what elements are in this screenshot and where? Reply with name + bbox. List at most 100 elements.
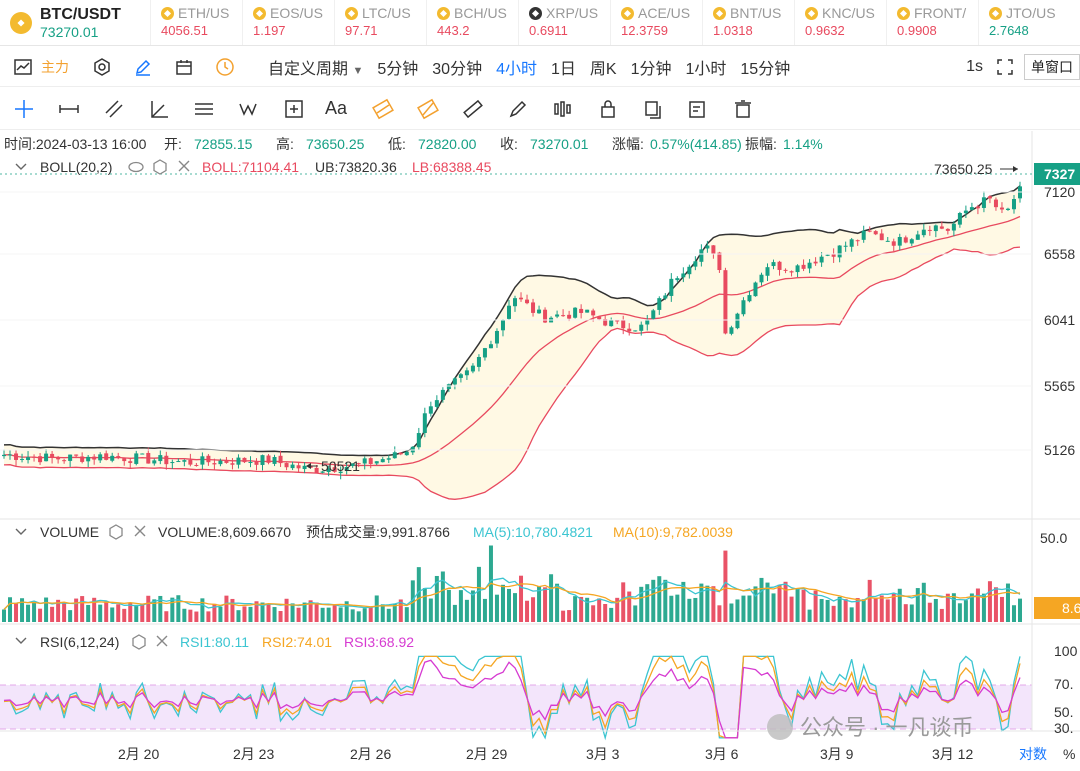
candle-body [615, 320, 620, 322]
volume-bar [675, 594, 680, 622]
candle-body [80, 456, 85, 462]
period-button[interactable]: 30分钟 [432, 60, 483, 78]
volume-bar [308, 600, 313, 622]
period-button[interactable]: 1小时 [685, 60, 727, 78]
candle-body [92, 456, 97, 460]
volume-bar [765, 582, 770, 622]
volume-bar [194, 611, 199, 622]
brush-icon[interactable] [507, 98, 529, 120]
ticker-item[interactable]: KNC/US 0.9632 [794, 0, 886, 45]
custom-period-dropdown[interactable]: 自定义周期 ▼ [268, 60, 364, 78]
candle-body [314, 467, 319, 474]
window-mode-button[interactable]: 单窗口 [1024, 54, 1080, 80]
period-button[interactable]: 1日 [550, 60, 576, 78]
candle-body [146, 452, 151, 464]
period-button[interactable]: 周K [589, 60, 617, 78]
volume-bar [561, 610, 566, 622]
ruler-icon[interactable] [462, 98, 484, 120]
candle-body [705, 245, 710, 249]
fib-icon[interactable] [372, 98, 394, 120]
wave-icon[interactable] [238, 98, 260, 120]
ticker-item[interactable]: LTC/US 97.71 [334, 0, 426, 45]
x-axis-label: 3月 9 [820, 746, 854, 762]
ticker-item[interactable]: JTO/US 2.7648 [978, 0, 1070, 45]
ohlc-low: 72820.00 [418, 136, 477, 152]
edit-icon[interactable] [687, 98, 709, 120]
volume-bar [74, 598, 79, 622]
candle-body [759, 274, 764, 283]
volume-bar [320, 607, 325, 622]
copy-icon[interactable] [642, 98, 664, 120]
interval-button[interactable]: 1s [966, 58, 983, 75]
ticker-item[interactable]: ETH/US 4056.51 [150, 0, 242, 45]
candle-body [699, 249, 704, 262]
pen-icon[interactable] [133, 57, 153, 77]
main-pair[interactable]: BTC/USDT 73270.01 [0, 0, 150, 45]
volume-bar [699, 583, 704, 622]
candle-body [380, 459, 385, 463]
clock-icon[interactable] [215, 57, 235, 77]
volume-bar [188, 609, 193, 622]
period-button[interactable]: 1分钟 [630, 60, 672, 78]
candle-body [506, 305, 511, 319]
candle-body [945, 228, 950, 231]
text-tool-button[interactable]: Aa [325, 98, 348, 118]
pattern-icon[interactable] [552, 98, 574, 120]
chart-area[interactable]: 7120 6558 6041 5565 5126 7327 50.0 8.6 100 70. 50.… [0, 131, 1080, 771]
percent-scale-toggle[interactable]: % [1063, 746, 1075, 762]
candle-body [711, 245, 716, 254]
volume-axis-label: 50.0 [1040, 530, 1067, 546]
line-segment-icon[interactable] [58, 98, 80, 120]
period-button[interactable]: 5分钟 [377, 60, 419, 78]
period-button[interactable]: 15分钟 [740, 60, 791, 78]
volume-bar [206, 611, 211, 622]
ticker-item[interactable]: BCH/US 443.2 [426, 0, 518, 45]
volume-bar [801, 589, 806, 622]
candle-body [939, 226, 944, 229]
candle-body [428, 406, 433, 414]
candle-body [543, 309, 548, 323]
price-tick-label: 6041 [1044, 312, 1075, 328]
binance-logo-icon [10, 11, 32, 34]
ticker-item[interactable]: BNT/US 1.0318 [702, 0, 794, 45]
candle-body [176, 461, 181, 463]
candle-body [591, 310, 596, 316]
ticker-item[interactable]: EOS/US 1.197 [242, 0, 334, 45]
lock-icon[interactable] [597, 98, 619, 120]
indicator-label[interactable]: 主力 [41, 58, 69, 75]
chart-type-icon[interactable] [13, 57, 33, 77]
volume-bar [86, 604, 91, 622]
log-scale-toggle[interactable]: 对数 [1019, 746, 1047, 762]
horizontal-lines-icon[interactable] [193, 98, 215, 120]
parallel-channel-icon[interactable] [103, 98, 125, 120]
candle-body [849, 239, 854, 247]
chart-canvas[interactable]: 7120 6558 6041 5565 5126 7327 50.0 8.6 100 70. 50.… [0, 131, 1080, 771]
candle-body [464, 370, 469, 376]
calendar-icon[interactable] [174, 57, 194, 77]
ticker-item[interactable]: ACE/US 12.3759 [610, 0, 702, 45]
volume-bar [633, 605, 638, 622]
crosshair-icon[interactable] [13, 98, 35, 120]
volume-settings-icon [109, 524, 123, 540]
gann-icon[interactable] [417, 98, 439, 120]
candle-body [603, 319, 608, 326]
boll-settings-icon [153, 159, 167, 175]
ticker-item[interactable]: FRONT/0.9908 [886, 0, 978, 45]
ticker-item[interactable]: XRP/US 0.6911 [518, 0, 610, 45]
x-axis-label: 2月 23 [233, 746, 274, 762]
candle-body [789, 271, 794, 273]
volume-bar [476, 566, 481, 622]
angle-icon[interactable] [148, 98, 170, 120]
measure-box-icon[interactable] [283, 98, 305, 120]
volume-bar [723, 550, 728, 622]
fullscreen-icon[interactable] [996, 58, 1014, 76]
rsi3-line [3, 659, 1021, 739]
candle-body [963, 210, 968, 214]
volume-bar [44, 597, 49, 622]
volume-bar [915, 588, 920, 622]
period-button[interactable]: 4小时 [496, 60, 537, 78]
volume-bar [591, 605, 596, 622]
trash-icon[interactable] [732, 98, 754, 120]
volume-bar [843, 599, 848, 622]
settings-icon[interactable] [92, 57, 112, 77]
